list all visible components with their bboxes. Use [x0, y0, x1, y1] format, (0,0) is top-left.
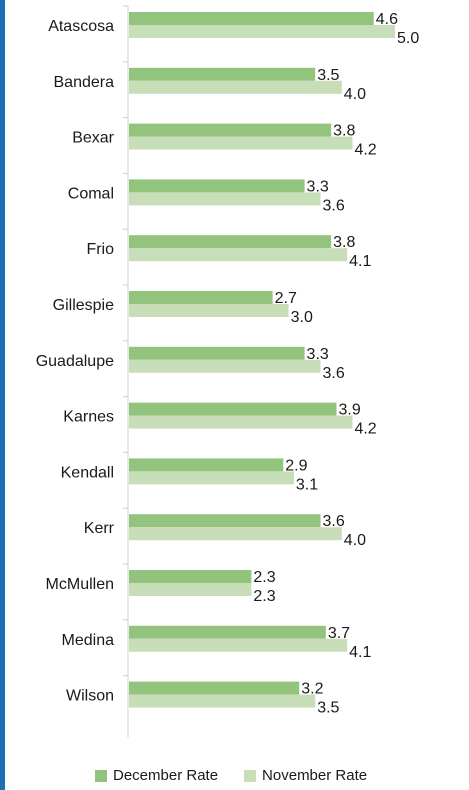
data-label-november: 4.1 — [349, 644, 371, 661]
data-label-november: 2.3 — [253, 588, 275, 605]
data-label-november: 4.1 — [349, 253, 371, 270]
data-label-november: 3.5 — [317, 700, 339, 717]
legend-label-december: December Rate — [113, 767, 219, 784]
data-label-december: 2.3 — [253, 569, 275, 586]
data-label-november: 3.1 — [296, 476, 318, 493]
category-label: Kerr — [84, 520, 115, 537]
data-label-november: 5.0 — [397, 30, 419, 47]
bar-november — [129, 136, 353, 150]
bar-december — [129, 625, 326, 639]
bar-december — [129, 458, 284, 472]
data-label-november: 4.0 — [344, 86, 366, 103]
data-label-december: 2.9 — [285, 457, 307, 474]
category-label: Karnes — [63, 409, 114, 426]
data-label-december: 3.3 — [307, 346, 329, 363]
bar-december — [129, 570, 252, 583]
data-label-december: 3.3 — [307, 178, 329, 195]
bar-november — [129, 192, 321, 206]
legend-item-december: December Rate — [95, 767, 218, 784]
data-label-november: 3.6 — [323, 365, 345, 382]
data-label-november: 4.2 — [354, 142, 376, 159]
category-label: Frio — [86, 241, 114, 258]
category-label: Atascosa — [48, 18, 114, 35]
bar-november — [129, 527, 342, 541]
bar-november — [129, 80, 342, 94]
bar-december — [129, 346, 305, 360]
data-label-december: 2.7 — [275, 290, 297, 307]
bar-december — [129, 514, 321, 528]
bar-november — [129, 694, 316, 708]
data-label-december: 3.8 — [333, 234, 355, 251]
chart-legend: December Rate November Rate — [95, 767, 367, 784]
legend-item-november: November Rate — [244, 767, 367, 784]
category-label: Comal — [68, 185, 114, 202]
category-label: Bandera — [54, 74, 115, 91]
data-label-december: 4.6 — [376, 11, 398, 28]
data-label-december: 3.5 — [317, 67, 339, 84]
category-label: Bexar — [72, 130, 114, 147]
bar-november — [129, 471, 294, 485]
category-label: McMullen — [46, 576, 114, 593]
data-label-december: 3.6 — [323, 513, 345, 530]
legend-label-november: November Rate — [262, 767, 368, 784]
bar-december — [129, 179, 305, 193]
category-label: Kendall — [61, 464, 114, 481]
bar-november — [129, 359, 321, 373]
bar-december — [129, 402, 337, 416]
bar-december — [129, 235, 332, 249]
bar-december — [129, 12, 374, 25]
data-label-december: 3.8 — [333, 123, 355, 140]
category-label: Wilson — [66, 688, 114, 705]
bar-november — [129, 583, 252, 596]
bar-november — [129, 248, 348, 262]
bar-chart: Atascosa 4.6 5.0 Bandera 3.5 4.0 Bexar 3.8 4.2 Co… — [36, 5, 419, 738]
bar-december — [129, 291, 273, 304]
data-label-november: 3.0 — [291, 309, 313, 326]
data-label-december: 3.2 — [301, 681, 323, 698]
category-label: Guadalupe — [36, 353, 114, 370]
bar-november — [129, 304, 289, 317]
data-label-november: 4.2 — [354, 421, 376, 438]
data-label-december: 3.9 — [338, 402, 360, 419]
data-label-november: 3.6 — [323, 197, 345, 214]
bar-november — [129, 25, 395, 38]
category-label: Gillespie — [53, 297, 114, 314]
category-label: Medina — [62, 632, 115, 649]
bar-november — [129, 415, 353, 429]
bar-november — [129, 638, 348, 652]
bar-december — [129, 123, 332, 137]
data-label-november: 4.0 — [344, 532, 366, 549]
bar-december — [129, 681, 300, 695]
legend-swatch-december — [95, 769, 107, 782]
legend-swatch-november — [244, 769, 257, 782]
bar-december — [129, 67, 316, 81]
data-label-december: 3.7 — [328, 625, 350, 642]
